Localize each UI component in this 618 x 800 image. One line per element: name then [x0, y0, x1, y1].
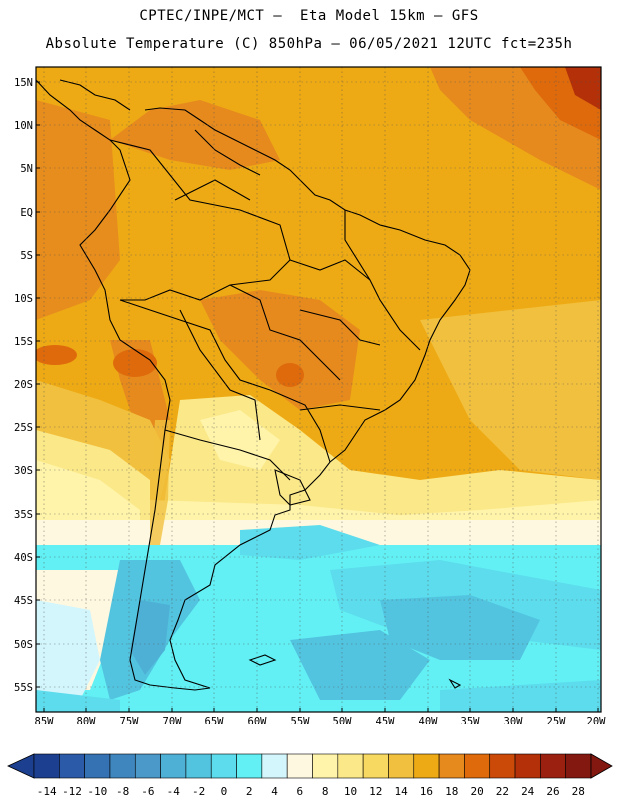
- axis-ticks: [36, 81, 599, 712]
- colorbar-tick-label: -6: [141, 785, 154, 798]
- colorbar-segment: [210, 753, 237, 779]
- colorbar-segment: [185, 753, 212, 779]
- lon-label: 50W: [333, 716, 353, 724]
- colorbar-segment: [489, 753, 516, 779]
- colorbar-segment: [33, 753, 60, 779]
- colorbar-segment: [362, 753, 389, 779]
- colorbar-tick-label: 0: [221, 785, 228, 798]
- colorbar-segment: [540, 753, 566, 779]
- colorbar-segment: [59, 753, 85, 779]
- colorbar-tick-label: 18: [445, 785, 458, 798]
- lon-label: 55W: [291, 716, 311, 724]
- temperature-map: 15N 10N 5N EQ 5S 10S 15S 20S 25S 30S 35S…: [14, 66, 607, 724]
- colorbar-arrow-high: [590, 753, 613, 779]
- lat-label: 55S: [14, 682, 33, 694]
- map-title-line-2: Absolute Temperature (C) 850hPa – 06/05/…: [45, 36, 573, 52]
- lat-label: 30S: [14, 465, 33, 477]
- colorbar-segment: [236, 753, 263, 779]
- colorbar-segment: [261, 753, 288, 779]
- colorbar-segment: [286, 753, 313, 779]
- colorbar-tick-label: -14: [37, 785, 57, 798]
- colorbar-tick-label: 20: [470, 785, 483, 798]
- lon-label: 80W: [77, 716, 97, 724]
- colorbar-tick-label: 2: [246, 785, 253, 798]
- lon-label: 25W: [547, 716, 567, 724]
- colorbar-tick-label: -8: [116, 785, 129, 798]
- colorbar-tick-label: 10: [344, 785, 357, 798]
- lat-label: 15N: [14, 77, 33, 89]
- colorbar-tick-label: 26: [546, 785, 559, 798]
- map-title-line-1: CPTEC/INPE/MCT – Eta Model 15km – GFS: [139, 8, 479, 24]
- colorbar-tick-label: 22: [496, 785, 509, 798]
- coastline-borders: [35, 79, 471, 691]
- colorbar-tick-label: -10: [87, 785, 107, 798]
- lon-label: 85W: [35, 716, 55, 724]
- colorbar-tick-label: 24: [521, 785, 535, 798]
- colorbar-segment: [565, 753, 592, 779]
- colorbar-segment: [388, 753, 415, 779]
- lat-label: EQ: [20, 207, 33, 219]
- colorbar-segment: [438, 753, 465, 779]
- lat-label: 5S: [20, 250, 33, 262]
- lon-label: 30W: [504, 716, 524, 724]
- lat-label: 35S: [14, 509, 33, 521]
- colorbar-tick-label: 4: [271, 785, 278, 798]
- colorbar-segment: [337, 753, 364, 779]
- colorbar-segment: [109, 753, 136, 779]
- colorbar-segments: [7, 753, 613, 779]
- lat-label: 10N: [14, 120, 33, 132]
- colorbar-segment: [464, 753, 491, 779]
- lon-label: 40W: [419, 716, 439, 724]
- colorbar-segment: [514, 753, 541, 779]
- lon-label: 35W: [461, 716, 481, 724]
- lat-label: 5N: [20, 163, 33, 175]
- colorbar-segment: [84, 753, 111, 779]
- lat-label: 20S: [14, 379, 33, 391]
- lat-label: 40S: [14, 552, 33, 564]
- lon-label: 60W: [248, 716, 268, 724]
- lat-label: 50S: [14, 639, 33, 651]
- colorbar-tick-label: 16: [420, 785, 433, 798]
- colorbar-segment: [134, 753, 161, 779]
- colorbar-arrow-low: [7, 753, 35, 779]
- temperature-field: [36, 67, 601, 712]
- colorbar-tick-label: 12: [369, 785, 382, 798]
- colorbar-segment: [413, 753, 440, 779]
- colorbar-tick-label: 14: [394, 785, 408, 798]
- colorbar-tick-label: 28: [572, 785, 585, 798]
- colorbar: -14 -12 -10 -8 -6 -4 -2 0 2 4 6 8 10 12 14 16 18 20 22 24 26…: [7, 753, 613, 798]
- colorbar-tick-label: 8: [322, 785, 329, 798]
- lon-label: 75W: [120, 716, 140, 724]
- lon-label: 45W: [376, 716, 396, 724]
- colorbar-tick-label: -12: [62, 785, 82, 798]
- colorbar-labels: -14 -12 -10 -8 -6 -4 -2 0 2 4 6 8 10 12 14 16 18 20 22 24 26…: [37, 785, 585, 798]
- lat-label: 15S: [14, 336, 33, 348]
- lon-label: 70W: [163, 716, 183, 724]
- colorbar-tick-label: 6: [296, 785, 303, 798]
- lon-label: 65W: [205, 716, 225, 724]
- lon-label: 20W: [587, 716, 607, 724]
- colorbar-segment: [160, 753, 187, 779]
- lat-label: 25S: [14, 422, 33, 434]
- colorbar-tick-label: -2: [192, 785, 205, 798]
- colorbar-tick-label: -4: [167, 785, 181, 798]
- lat-label: 10S: [14, 293, 33, 305]
- map-frame: [35, 66, 602, 713]
- lat-label: 45S: [14, 595, 33, 607]
- colorbar-segment: [312, 753, 339, 779]
